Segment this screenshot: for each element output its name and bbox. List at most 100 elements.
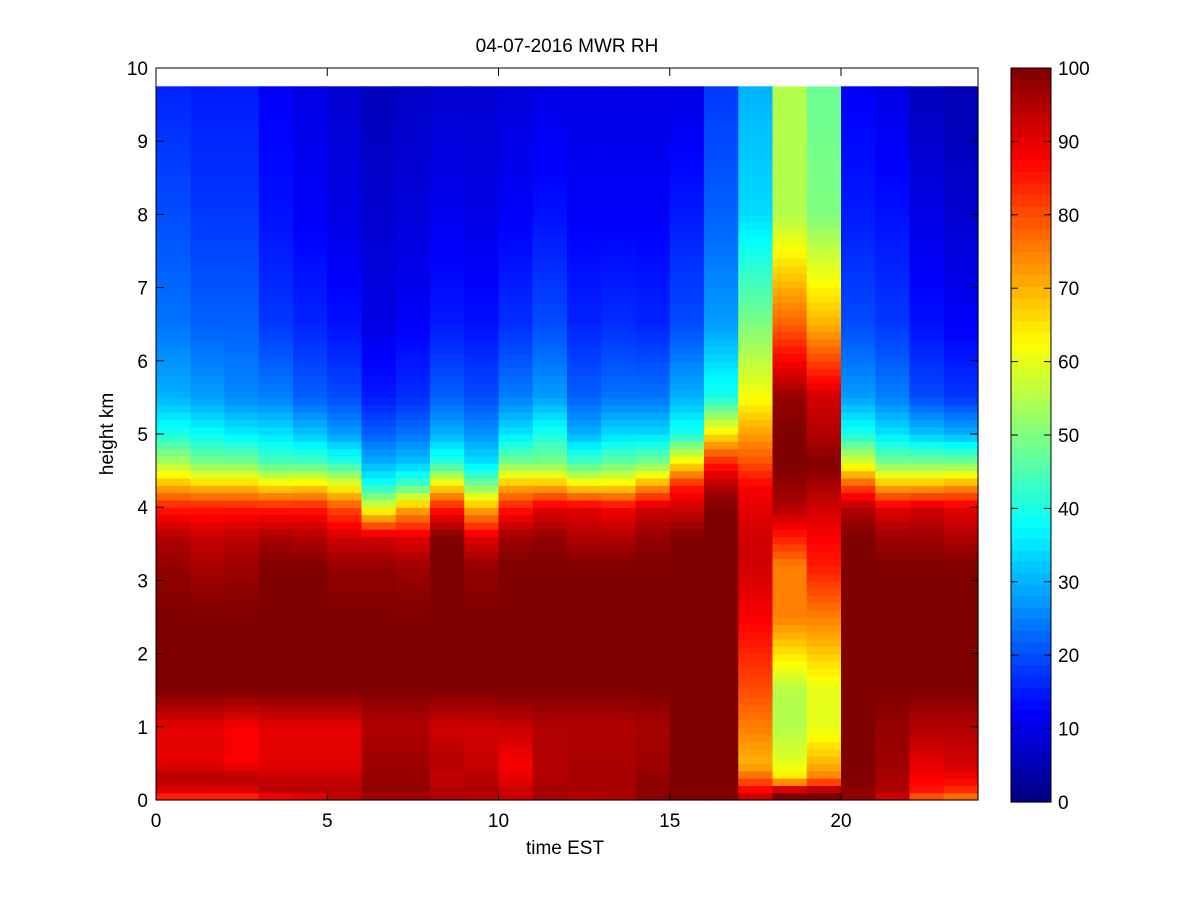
heatmap-cell [395,236,431,245]
heatmap-cell [875,734,911,743]
heatmap-cell [361,390,397,398]
heatmap-cell [841,573,876,581]
heatmap-cell [806,624,842,633]
heatmap-cell [772,792,808,801]
heatmap-cell [361,89,397,98]
heatmap-cell [361,86,397,91]
heatmap-cell [361,712,397,721]
heatmap-cell [190,726,226,735]
heatmap-cell [532,192,568,201]
heatmap-cell [909,638,945,647]
heatmap-cell [841,331,876,340]
heatmap-cell [704,690,739,699]
heatmap-cell [738,316,774,325]
heatmap-cell [395,397,431,406]
heatmap-cell [224,624,260,633]
heatmap-cell [909,368,945,377]
heatmap-cell [395,668,431,677]
heatmap-cell [532,280,568,289]
heatmap-cell [601,192,637,201]
heatmap-cell [190,86,226,91]
heatmap-cell [738,163,774,172]
heatmap-cell [943,258,979,267]
heatmap-cell [909,126,945,135]
heatmap-cell [567,133,602,142]
colorbar-segment [1011,549,1051,562]
heatmap-cell [532,294,568,303]
heatmap-cell [567,324,602,333]
heatmap-cell [361,338,397,347]
heatmap-cell [498,280,534,289]
heatmap-cell [430,778,465,786]
heatmap-cell [909,521,945,530]
heatmap-cell [498,97,534,106]
heatmap-cell [395,595,431,603]
heatmap-cell [224,346,260,355]
heatmap-cell [738,324,774,333]
heatmap-cell [909,192,945,201]
heatmap-cell [806,360,842,369]
heatmap-cell [738,258,774,267]
heatmap-cell [841,580,876,589]
heatmap-cell [327,565,363,574]
heatmap-cell [293,287,328,296]
heatmap-cell [841,638,876,647]
heatmap-cell [430,558,465,567]
heatmap-cell [532,309,568,318]
heatmap-cell [395,338,431,347]
heatmap-cell [738,221,774,230]
heatmap-cell [601,741,637,750]
heatmap-cell [258,104,294,113]
heatmap-cell [841,287,876,296]
heatmap-cell [327,609,363,618]
heatmap-cell [635,551,671,560]
colorbar-segment [1011,710,1051,723]
heatmap-cell [258,412,294,420]
colorbar-segment [1011,400,1051,413]
heatmap-cell [704,360,739,369]
heatmap-cell [772,514,808,523]
heatmap-cell [395,251,431,259]
heatmap-cell [635,558,671,567]
heatmap-cell [943,514,979,523]
heatmap-cell [395,682,431,691]
heatmap-cell [635,221,671,230]
plot-frame [155,67,979,801]
heatmap-cell [943,558,979,567]
heatmap-cell [224,338,260,347]
colorbar-segment [1011,457,1051,471]
heatmap-cell [704,785,739,794]
heatmap-cell [498,514,534,523]
heatmap-cell [738,668,774,677]
heatmap-cell [464,360,500,369]
heatmap-cell [567,455,602,464]
heatmap-cell [567,119,602,128]
heatmap-cell [669,682,705,691]
heatmap-cell [464,529,500,538]
heatmap-cell [327,455,363,464]
heatmap-cell [327,624,363,633]
heatmap-cell [806,485,842,494]
heatmap-cell [806,551,842,560]
heatmap-cell [669,704,705,713]
heatmap-cell [635,638,671,647]
heatmap-cell [669,368,705,377]
heatmap-cell [841,492,876,501]
heatmap-cell [772,492,808,501]
heatmap-cell [395,243,431,252]
heatmap-cell [224,412,260,420]
heatmap-cell [943,602,979,611]
heatmap-cell [532,155,568,164]
heatmap-cell [498,565,534,574]
heatmap-cell [601,507,637,516]
heatmap-cell [669,660,705,669]
heatmap-cell [841,89,876,98]
heatmap-cell [293,448,328,457]
heatmap-cell [361,309,397,318]
heatmap-cell [224,573,260,581]
heatmap-cell [464,485,500,494]
heatmap-cell [156,272,191,281]
heatmap-cell [567,163,602,172]
heatmap-cell [567,404,602,413]
heatmap-cell [464,368,500,377]
